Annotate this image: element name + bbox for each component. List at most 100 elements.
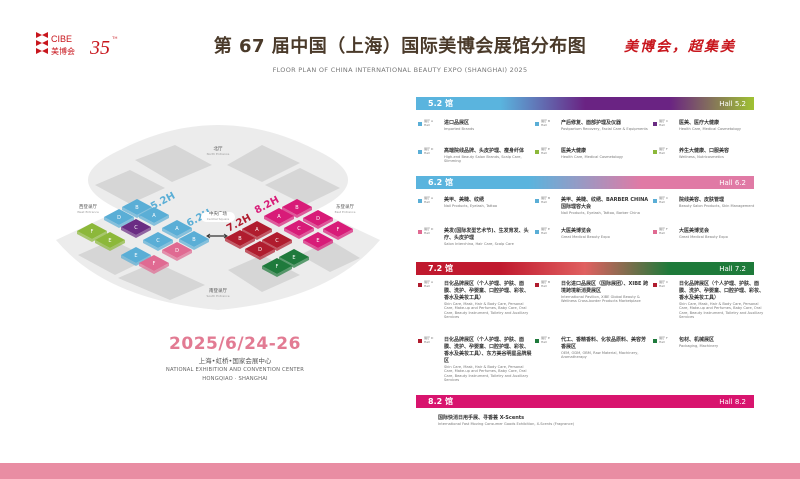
svg-text:TH: TH xyxy=(112,35,117,40)
east-entrance-label: 东登录厅 East Entrance xyxy=(334,205,356,214)
zone-title-cn: 代工、香精香料、化妆品原料、美容芳香展区 xyxy=(561,337,647,350)
zone-title-en: International Pavilion, XIBE Global Beau… xyxy=(561,295,641,304)
zone-title-cn: 高端院线品牌、头皮护理、瘦身纤体 xyxy=(444,148,525,154)
zone-color-swatch xyxy=(418,282,422,287)
zone-color-swatch xyxy=(418,338,422,343)
zone-letter: F xyxy=(337,227,340,233)
zone-letter: D xyxy=(175,248,179,254)
zone-item: 展厅 F Hall 包材、机械展区 Packaging, Machinery xyxy=(653,336,768,348)
hall-name-en: Hall 5.2 xyxy=(719,99,746,108)
zone-tile-a: A xyxy=(139,207,169,226)
zone-title-en: International Fast Moving Consumer Goods… xyxy=(438,422,575,426)
south-entrance-label: 南登录厅 South Entrance xyxy=(206,289,230,298)
zone-color-swatch xyxy=(418,198,422,203)
zone-title-en: High-end Beauty Salon Brands, Scalp Care… xyxy=(444,155,522,164)
zone-color-swatch xyxy=(653,149,657,154)
zone-title-cn: 产后修复、面部护理及仪器 xyxy=(561,120,622,126)
hall-name-en: Hall 7.2 xyxy=(719,264,746,273)
zone-tile-e: E xyxy=(95,232,125,251)
venue-cn: 上海•虹桥•国家会展中心 xyxy=(198,357,272,365)
hall-name-cn: 6.2 馆 xyxy=(428,178,453,187)
zone-label: 展厅 C Hall xyxy=(659,119,669,127)
zone-tile-c: C xyxy=(284,220,314,239)
zone-tile-f: F xyxy=(77,223,107,242)
zone-title-en: Health Care, Medical Cosmetology xyxy=(561,155,623,159)
zone-title-en: Skin Care, Mask, Hair & Body Care, Perso… xyxy=(679,302,764,320)
venue-en: NATIONAL EXHIBITION AND CONVENTION CENTE… xyxy=(165,367,305,373)
zone-label: 展厅 F Hall xyxy=(659,227,668,235)
zone-letter: B xyxy=(238,236,242,242)
hall-header-hall-8-2: 8.2 馆 Hall 8.2 xyxy=(416,395,754,408)
zone-title-en: Skin Care, Mask, Hair & Body Care, Perso… xyxy=(444,302,529,320)
hall-name-cn: 5.2 馆 xyxy=(428,99,453,108)
zone-title-en: Nail Products, Eyelash, Tattoo, Barber C… xyxy=(561,211,640,215)
zone-letter: A xyxy=(255,227,259,233)
cibe-logo: CIBE 美博会 35 TH xyxy=(34,30,124,60)
hall-name-cn: 7.2 馆 xyxy=(428,264,453,273)
zone-label: 展厅 E Hall xyxy=(541,336,550,344)
zone-tile-a: A xyxy=(264,208,294,227)
zone-tile-f: F xyxy=(139,255,169,274)
zone-color-swatch xyxy=(535,198,539,203)
zone-title-en: Postpartum Recovery, Facial Care & Equip… xyxy=(561,127,648,131)
floor-map: B A D C F E A B C D E F A B C D E F B A D C F E xyxy=(56,125,380,310)
zone-letter: E xyxy=(316,238,319,244)
zone-label: 展厅 C Hall xyxy=(659,196,669,204)
zone-letter: F xyxy=(91,229,94,235)
zone-item: 展厅 E Hall 医美大健康 Health Care, Medical Cosmet… xyxy=(535,147,650,159)
hall-header-hall-7-2: 7.2 馆 Hall 7.2 xyxy=(416,262,754,275)
zone-item: 展厅 A Hall 进口品展区 Imported Brands xyxy=(418,119,533,131)
zone-letter: C xyxy=(134,225,138,231)
hall-name-en: Hall 8.2 xyxy=(719,397,746,406)
svg-text:CIBE: CIBE xyxy=(51,34,72,44)
zone-color-swatch xyxy=(418,149,422,154)
zone-color-swatch xyxy=(653,282,657,287)
event-date: 2025/6/24-26 xyxy=(169,334,301,354)
footer-bar xyxy=(0,463,800,479)
zone-title-en: Nail Products, Eyelash, Tattoo xyxy=(444,204,498,208)
svg-text:美博会: 美博会 xyxy=(51,46,75,56)
zone-tile-d: D xyxy=(162,242,192,261)
zone-item: 展厅 D Hall 美发(国际发型艺术节)、生发育发、头疗、头皮护理 Salon In… xyxy=(418,227,533,246)
zone-color-swatch xyxy=(418,229,422,234)
zone-letter: A xyxy=(175,226,179,232)
zone-letter: D xyxy=(258,247,262,253)
zone-title-cn: 进口品展区 xyxy=(444,120,470,126)
zone-letter: F xyxy=(153,261,156,267)
zone-title-en: Skin Care, Mask, Hair & Body Care, Perso… xyxy=(444,365,529,383)
hall-name-en: Hall 6.2 xyxy=(719,178,746,187)
north-entrance-label: 北厅 North Entrance xyxy=(206,147,230,156)
zone-item: 展厅 B Hall 日化进口品展区（国际展团）、XIBE 跨境跨境新消费展区 Inte… xyxy=(535,280,650,304)
zone-title-cn: 美甲、美睫、纹绣 xyxy=(444,197,485,203)
zone-color-swatch xyxy=(535,149,539,154)
zone-tile-d: D xyxy=(104,209,134,228)
zone-label: 展厅 A Hall xyxy=(424,196,434,204)
zone-item: 展厅 C Hall 医美、医疗大健康 Health Care, Medical Cos… xyxy=(653,119,768,131)
zone-title-en: OEM, ODM, OBM, Raw Material, Machinery, … xyxy=(561,351,639,360)
zone-color-swatch xyxy=(418,121,422,126)
zone-title-cn: 院线美容、皮肤管理 xyxy=(679,197,725,203)
zone-item: 展厅 D Hall 日化品牌展区（个人护理、护肤、面膜、洗护、孕婴童、口腔护理、彩妆… xyxy=(418,336,533,383)
zone-title-en: Wellness, Nutricosmetics xyxy=(679,155,724,159)
zone-label: 展厅 E Hall xyxy=(541,227,550,235)
zone-title-cn: 日化品牌展区（个人护理、护肤、面膜、洗护、孕婴童、口腔护理、彩妆、香水及美妆工具… xyxy=(444,281,530,301)
zone-title-cn: 国际快消日用手展、寻香荟 X-Scents xyxy=(438,415,525,421)
slogan: 美博会，超集美 xyxy=(624,39,736,55)
zone-item: 展厅 B Hall 美甲、美睫、纹绣、BARBER CHINA 国际理容大会 Nail… xyxy=(535,196,650,215)
zone-label: 展厅 D Hall xyxy=(424,336,434,344)
zone-letter: E xyxy=(292,255,295,261)
zone-color-swatch xyxy=(653,338,657,343)
zone-title-cn: 美发(国际发型艺术节)、生发育发、头疗、头皮护理 xyxy=(444,228,529,241)
zone-item: 展厅 E Hall 大医美博览会 Great Medical Beauty Expo xyxy=(535,227,650,239)
zone-label: 展厅 D Hall xyxy=(424,147,434,155)
zone-title-en: Great Medical Beauty Expo xyxy=(679,235,728,239)
zone-item: 国际快消日用手展、寻香荟 X-Scents International Fast … xyxy=(438,415,738,426)
zone-label: 展厅 F Hall xyxy=(659,147,668,155)
zone-letter: A xyxy=(152,213,156,219)
zone-title-cn: 包材、机械展区 xyxy=(679,337,715,343)
zone-tile-f: F xyxy=(262,258,292,277)
zone-title-en: Packaging, Machinery xyxy=(679,344,719,348)
zone-label: 展厅 E Hall xyxy=(541,147,550,155)
zone-item: 展厅 D Hall 高端院线品牌、头皮护理、瘦身纤体 High-end Beauty … xyxy=(418,147,533,164)
zone-label: 展厅 D Hall xyxy=(424,227,434,235)
